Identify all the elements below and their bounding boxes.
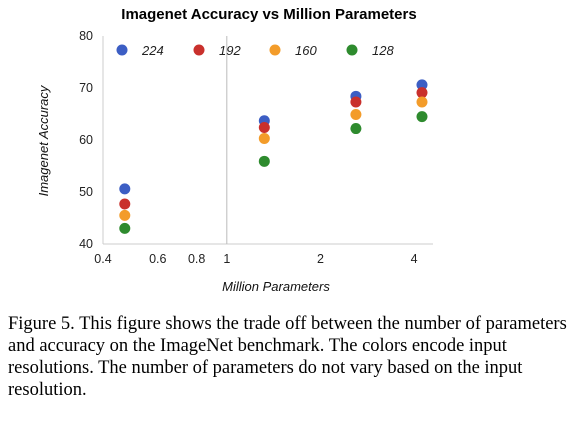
data-points xyxy=(119,79,428,234)
point-192 xyxy=(119,198,131,210)
y-axis-label: Imagenet Accuracy xyxy=(36,84,51,196)
point-160 xyxy=(258,132,270,144)
figure-caption: Figure 5. This figure shows the trade of… xyxy=(8,314,567,400)
y-tick-label: 80 xyxy=(79,29,93,43)
x-tick-label: 0.6 xyxy=(149,252,166,266)
scatter-chart: Imagenet Accuracy vs Million Parameters … xyxy=(36,6,433,294)
legend: 224 192 160 128 xyxy=(116,43,394,58)
x-tick-label: 0.8 xyxy=(188,252,205,266)
x-tick-label: 2 xyxy=(317,252,324,266)
legend-label-160: 160 xyxy=(295,43,317,58)
point-160 xyxy=(119,209,131,221)
point-128 xyxy=(350,123,362,135)
chart-title: Imagenet Accuracy vs Million Parameters xyxy=(121,6,416,23)
point-128 xyxy=(416,111,428,123)
point-192 xyxy=(350,96,362,108)
y-tick-label: 70 xyxy=(79,81,93,95)
x-tick-label: 0.4 xyxy=(94,252,111,266)
point-160 xyxy=(416,96,428,108)
point-192 xyxy=(258,122,270,134)
x-tick-labels: 0.4 0.6 0.8 1 2 4 xyxy=(94,252,417,266)
x-tick-label: 1 xyxy=(223,252,230,266)
legend-label-224: 224 xyxy=(141,43,164,58)
x-tick-label: 4 xyxy=(411,252,418,266)
legend-marker-224 xyxy=(116,44,128,56)
legend-label-128: 128 xyxy=(372,43,394,58)
x-axis-label: Million Parameters xyxy=(222,279,330,294)
point-192 xyxy=(416,87,428,99)
y-tick-label: 60 xyxy=(79,133,93,147)
point-128 xyxy=(258,155,270,167)
point-224 xyxy=(119,183,131,195)
point-128 xyxy=(119,222,131,234)
legend-marker-160 xyxy=(269,44,281,56)
y-tick-label: 40 xyxy=(79,237,93,251)
legend-marker-128 xyxy=(346,44,358,56)
y-tick-labels: 40 50 60 70 80 xyxy=(79,29,93,251)
legend-marker-192 xyxy=(193,44,205,56)
y-tick-label: 50 xyxy=(79,185,93,199)
point-160 xyxy=(350,109,362,121)
point-224 xyxy=(416,79,428,91)
legend-label-192: 192 xyxy=(219,43,241,58)
